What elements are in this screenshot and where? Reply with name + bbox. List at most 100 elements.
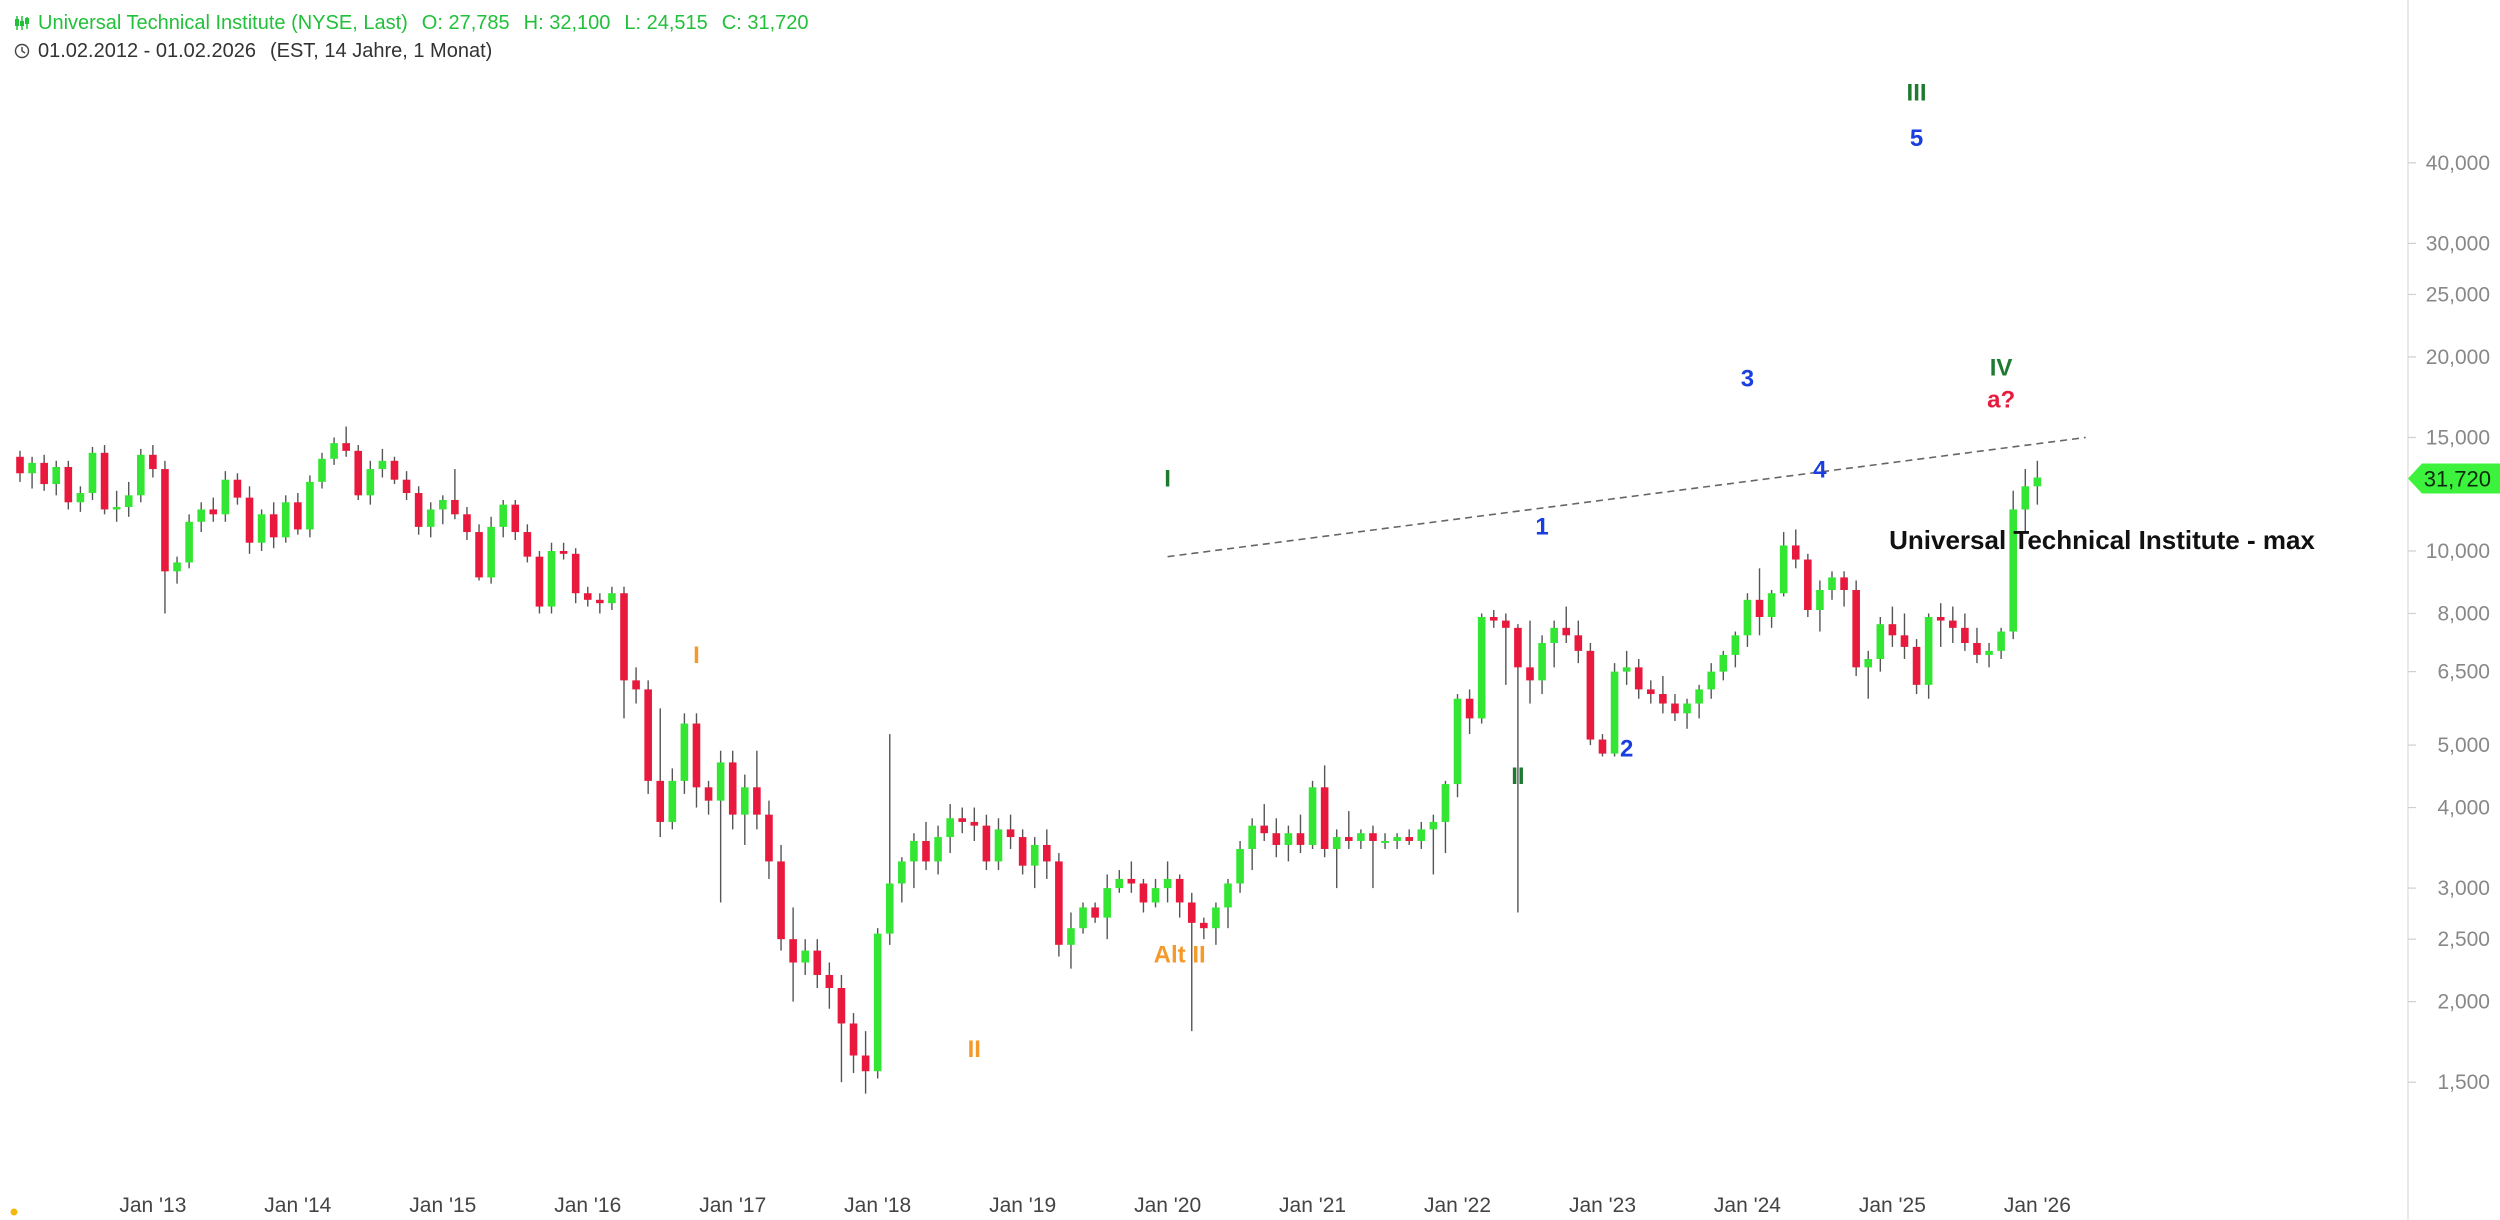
candle-body-down	[1961, 627, 1969, 643]
wave-label: Alt II	[1154, 942, 1206, 969]
candle-body-up	[1550, 627, 1558, 643]
y-tick-label: 40,000	[2426, 152, 2490, 175]
candles-group	[16, 426, 2042, 1094]
candle-body-down	[765, 814, 773, 862]
candle-body-up	[28, 462, 36, 474]
candle-body-down	[1852, 589, 1860, 668]
candle-body-up	[1429, 821, 1438, 830]
wave-label: III	[1907, 79, 1927, 106]
candle-body-down	[1055, 861, 1063, 945]
candle-body-down	[571, 553, 580, 594]
x-tick-label: Jan '19	[989, 1194, 1056, 1217]
candle-body-down	[1502, 620, 1510, 628]
candle-body-down	[64, 466, 73, 503]
open-value: O: 27,785	[421, 12, 510, 34]
candle-body-up	[547, 551, 556, 607]
candle-body-down	[1091, 907, 1099, 918]
candle-body-down	[1018, 837, 1027, 866]
candle-body-up	[88, 452, 97, 494]
candle-body-down	[16, 456, 24, 474]
candle-body-up	[318, 458, 326, 482]
candle-body-down	[849, 1023, 858, 1056]
candle-body-down	[1888, 624, 1897, 636]
candle-body-up	[873, 933, 882, 1072]
candle-body-up	[281, 502, 290, 538]
candle-body-up	[1115, 878, 1124, 889]
wave-label: 5	[1910, 125, 1923, 152]
candle-body-down	[354, 450, 363, 496]
candle-body-up	[137, 454, 145, 496]
price-axis-panel	[2410, 0, 2500, 1220]
candle-body-up	[1453, 698, 1462, 785]
candle-body-down	[982, 825, 991, 862]
x-tick-label: Jan '17	[699, 1194, 766, 1217]
candle-body-up	[221, 479, 230, 515]
candle-body-down	[692, 723, 701, 788]
wave-label: IV	[1990, 355, 2013, 382]
y-tick-label: 25,000	[2426, 283, 2490, 306]
date-range: 01.02.2012 - 01.02.2026	[38, 40, 256, 62]
candle-body-up	[499, 504, 507, 527]
candle-body-down	[632, 680, 640, 690]
candle-body-up	[1731, 635, 1740, 655]
candle-body-up	[1997, 631, 2005, 651]
candle-body-down	[958, 818, 967, 822]
candle-body-up	[330, 443, 338, 459]
candle-body-down	[970, 821, 979, 826]
candle-body-down	[777, 861, 785, 940]
x-tick-label: Jan '26	[2004, 1194, 2071, 1217]
candle-body-down	[728, 762, 737, 815]
candle-body-down	[1973, 642, 1981, 655]
candle-body-up	[173, 562, 181, 572]
candle-body-down	[463, 514, 471, 533]
candle-body-up	[1030, 844, 1039, 866]
candle-body-down	[813, 950, 822, 975]
candle-body-up	[801, 950, 809, 963]
candle-body-down	[1320, 787, 1329, 849]
candle-body-up	[1103, 888, 1111, 918]
candle-body-up	[1876, 624, 1885, 659]
candle-body-up	[1864, 658, 1873, 668]
candle-body-up	[1477, 617, 1486, 719]
candle-body-up	[1622, 667, 1631, 672]
x-tick-label: Jan '16	[554, 1194, 621, 1217]
candle-body-down	[1755, 599, 1764, 618]
x-tick-label: Jan '20	[1134, 1194, 1201, 1217]
candle-body-down	[644, 689, 652, 781]
x-tick-label: Jan '18	[844, 1194, 911, 1217]
candle-body-down	[1260, 825, 1269, 834]
candle-body-up	[2033, 477, 2042, 487]
candle-body-down	[1671, 703, 1679, 714]
candle-body-down	[1840, 577, 1848, 590]
y-tick-label: 8,000	[2437, 602, 2490, 625]
candle-body-down	[837, 987, 846, 1024]
candle-body-up	[680, 723, 689, 781]
candle-body-down	[1187, 902, 1196, 923]
candle-body-down	[1634, 667, 1643, 690]
x-tick-label: Jan '15	[409, 1194, 476, 1217]
candle-body-down	[511, 504, 520, 533]
candle-body-down	[1200, 922, 1208, 929]
y-tick-label: 3,000	[2437, 877, 2490, 900]
candle-body-down	[1791, 545, 1800, 560]
candle-body-down	[1296, 833, 1305, 845]
y-tick-label: 15,000	[2426, 426, 2490, 449]
candle-body-down	[294, 502, 302, 530]
high-value: H: 32,100	[523, 12, 611, 34]
candle-body-down	[1369, 833, 1377, 841]
candle-body-up	[1767, 593, 1776, 618]
candle-body-down	[1175, 878, 1184, 903]
candle-body-down	[40, 462, 48, 485]
y-tick-label: 30,000	[2426, 232, 2490, 255]
candle-body-up	[1828, 577, 1836, 590]
wave-label: II	[968, 1036, 981, 1063]
candle-body-up	[1357, 833, 1365, 841]
candle-body-up	[1538, 642, 1546, 681]
candle-body-down	[1127, 878, 1136, 884]
candle-body-up	[1743, 599, 1752, 636]
candle-body-up	[716, 762, 725, 801]
candle-body-up	[1441, 784, 1450, 822]
candle-body-down	[789, 939, 797, 963]
clock-icon	[14, 43, 30, 59]
